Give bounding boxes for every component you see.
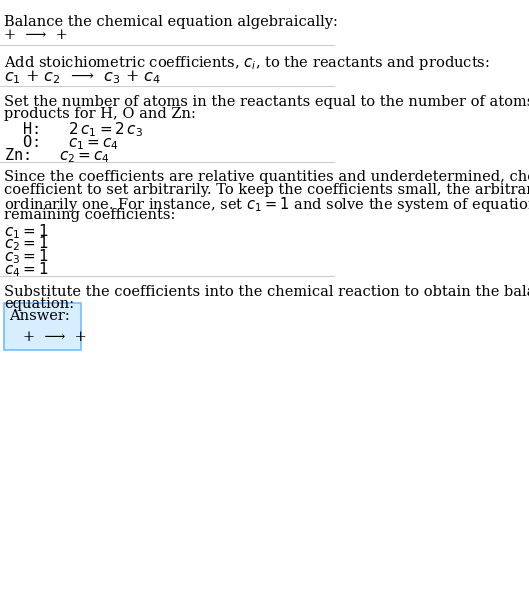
Text: O:   $c_1 = c_4$: O: $c_1 = c_4$ (4, 133, 120, 152)
Text: Set the number of atoms in the reactants equal to the number of atoms in the: Set the number of atoms in the reactants… (4, 95, 529, 109)
Text: +  ⟶  +: + ⟶ + (23, 330, 87, 344)
Text: $c_2 = 1$: $c_2 = 1$ (4, 235, 49, 253)
Text: +  ⟶  +: + ⟶ + (4, 28, 68, 42)
Text: Add stoichiometric coefficients, $c_i$, to the reactants and products:: Add stoichiometric coefficients, $c_i$, … (4, 54, 490, 72)
Text: $c_4 = 1$: $c_4 = 1$ (4, 260, 49, 279)
FancyBboxPatch shape (4, 303, 81, 350)
Text: H:   $2\,c_1 = 2\,c_3$: H: $2\,c_1 = 2\,c_3$ (4, 121, 143, 139)
Text: $c_1 = 1$: $c_1 = 1$ (4, 222, 49, 241)
Text: remaining coefficients:: remaining coefficients: (4, 208, 176, 222)
Text: coefficient to set arbitrarily. To keep the coefficients small, the arbitrary va: coefficient to set arbitrarily. To keep … (4, 183, 529, 197)
Text: $c_3 = 1$: $c_3 = 1$ (4, 247, 49, 266)
Text: Answer:: Answer: (8, 309, 69, 323)
Text: Zn:   $c_2 = c_4$: Zn: $c_2 = c_4$ (4, 146, 110, 165)
Text: ordinarily one. For instance, set $c_1 = 1$ and solve the system of equations fo: ordinarily one. For instance, set $c_1 =… (4, 195, 529, 215)
Text: equation:: equation: (4, 297, 75, 311)
Text: Balance the chemical equation algebraically:: Balance the chemical equation algebraica… (4, 15, 338, 29)
Text: Since the coefficients are relative quantities and underdetermined, choose a: Since the coefficients are relative quan… (4, 170, 529, 184)
Text: $c_1$ + $c_2$  ⟶  $c_3$ + $c_4$: $c_1$ + $c_2$ ⟶ $c_3$ + $c_4$ (4, 69, 161, 86)
Text: products for H, O and Zn:: products for H, O and Zn: (4, 107, 196, 121)
Text: Substitute the coefficients into the chemical reaction to obtain the balanced: Substitute the coefficients into the che… (4, 285, 529, 298)
